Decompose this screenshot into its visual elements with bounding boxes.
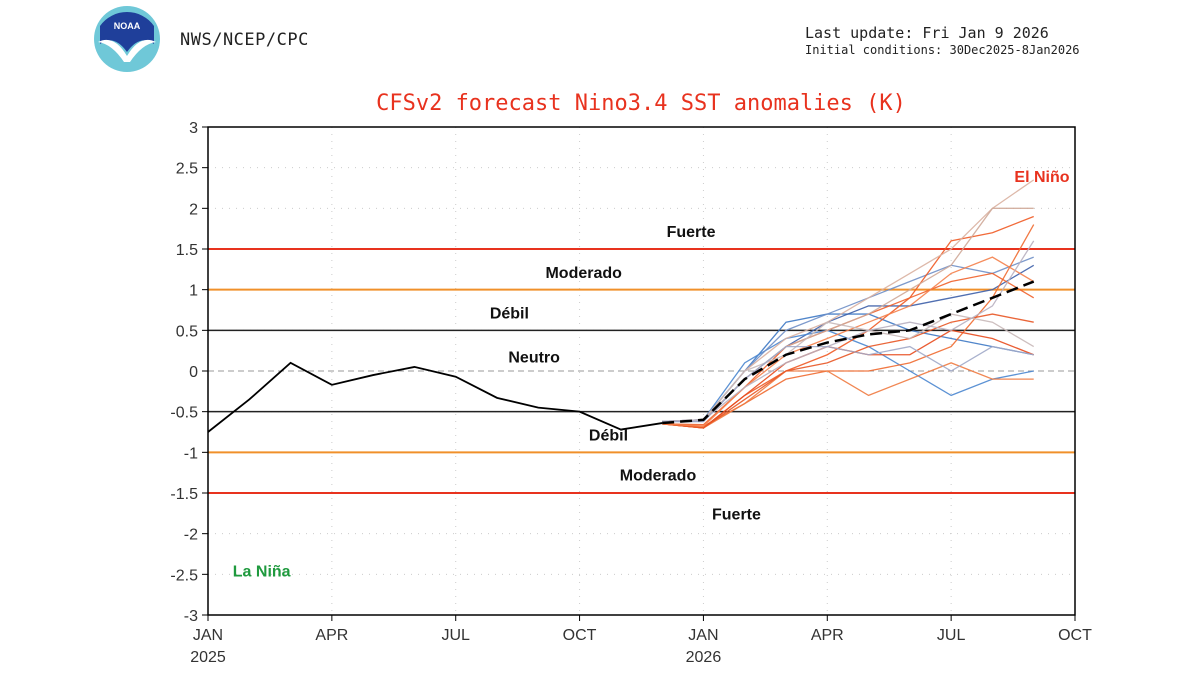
y-tick-label: -0.5 xyxy=(170,405,198,422)
x-tick-label: JUL xyxy=(441,627,470,644)
organization-label: NWS/NCEP/CPC xyxy=(180,30,309,50)
x-tick-label: OCT xyxy=(563,627,597,644)
y-tick-label: -2.5 xyxy=(170,567,198,584)
x-tick-label: APR xyxy=(315,627,348,644)
ensemble-member-line xyxy=(662,362,1034,429)
chart-title: CFSv2 forecast Nino3.4 SST anomalies (K) xyxy=(376,91,906,116)
x-tick-label: JUL xyxy=(937,627,966,644)
y-tick-label: 0 xyxy=(189,364,198,381)
chart-annotation: La Niña xyxy=(233,563,291,580)
x-tick-label: APR xyxy=(811,627,844,644)
chart-annotation: Fuerte xyxy=(712,506,761,523)
x-tick-year: 2025 xyxy=(190,649,226,666)
chart-annotation: Débil xyxy=(490,305,529,322)
y-tick-label: 2 xyxy=(189,201,198,218)
chart-annotation: Neutro xyxy=(508,349,560,366)
y-tick-label: -1 xyxy=(184,445,198,462)
y-tick-label: 3 xyxy=(189,120,198,137)
chart-annotation: Débil xyxy=(589,427,628,444)
chart-annotation: Fuerte xyxy=(667,224,716,241)
svg-text:NOAA: NOAA xyxy=(114,21,141,31)
y-tick-label: 0.5 xyxy=(176,323,198,340)
initial-conditions: Initial conditions: 30Dec2025-8Jan2026 xyxy=(805,43,1080,57)
y-tick-label: 1.5 xyxy=(176,242,198,259)
chart-annotation: El Niño xyxy=(1014,169,1069,186)
noaa-logo: NOAA xyxy=(94,6,160,72)
ensemble-member-line xyxy=(662,224,1035,427)
ensemble-member-line xyxy=(662,256,1034,423)
ensemble-member-line xyxy=(662,256,1035,427)
y-tick-label: -3 xyxy=(184,608,198,625)
observed-line xyxy=(207,361,663,433)
y-tick-label: 1 xyxy=(189,283,198,300)
y-tick-label: -2 xyxy=(184,527,198,544)
x-tick-label: JAN xyxy=(688,627,718,644)
x-tick-year: 2026 xyxy=(686,649,722,666)
y-tick-label: 2.5 xyxy=(176,161,198,178)
page-background xyxy=(70,0,1132,675)
x-tick-label: JAN xyxy=(193,627,223,644)
chart-annotation: Moderado xyxy=(545,265,622,282)
x-tick-label: OCT xyxy=(1058,627,1092,644)
y-tick-label: -1.5 xyxy=(170,486,198,503)
chart-annotation: Moderado xyxy=(620,467,697,484)
ensemble-member-line xyxy=(662,240,1035,423)
plot-frame xyxy=(207,126,1076,616)
ensemble-member-line xyxy=(662,345,1034,423)
last-update: Last update: Fri Jan 9 2026 xyxy=(805,24,1049,42)
